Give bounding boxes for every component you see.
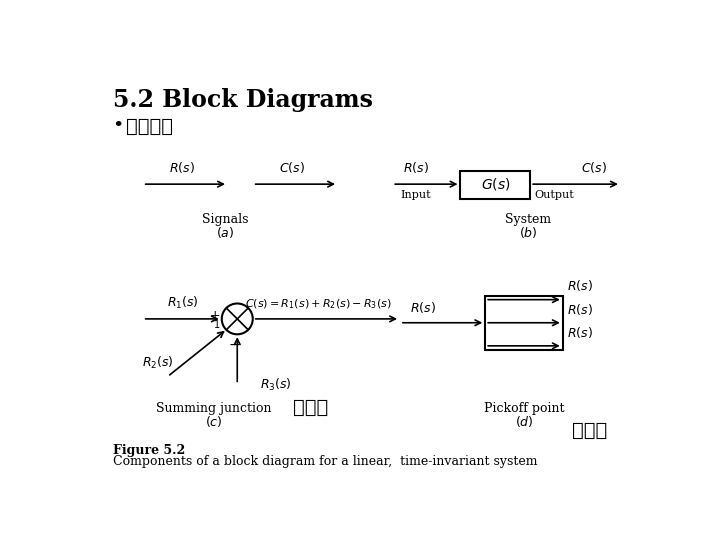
Text: $R(s)$: $R(s)$ bbox=[402, 160, 428, 175]
Text: Input: Input bbox=[400, 190, 431, 200]
Text: 1: 1 bbox=[214, 320, 220, 330]
Text: $(d)$: $(d)$ bbox=[515, 414, 534, 429]
Text: $(a)$: $(a)$ bbox=[217, 225, 235, 240]
Text: $G(s)$: $G(s)$ bbox=[480, 176, 510, 192]
Text: $(b)$: $(b)$ bbox=[518, 225, 537, 240]
Text: Summing junction: Summing junction bbox=[156, 402, 271, 415]
Text: $R(s)$: $R(s)$ bbox=[567, 325, 593, 340]
Text: $R(s)$: $R(s)$ bbox=[410, 300, 436, 315]
Text: Pickoff point: Pickoff point bbox=[484, 402, 564, 415]
Text: $R_3(s)$: $R_3(s)$ bbox=[261, 377, 292, 393]
Text: +: + bbox=[210, 308, 220, 321]
Text: 符號介紹: 符號介紹 bbox=[126, 117, 173, 136]
Text: System: System bbox=[505, 213, 551, 226]
Text: $C(s) = R_1(s) + R_2(s) - R_3(s)$: $C(s) = R_1(s) + R_2(s) - R_3(s)$ bbox=[246, 298, 392, 311]
Text: •: • bbox=[112, 117, 123, 135]
Bar bbox=[485, 296, 563, 350]
Bar bbox=[461, 171, 530, 199]
Text: $R_2(s)$: $R_2(s)$ bbox=[143, 355, 174, 372]
Text: Output: Output bbox=[534, 190, 574, 200]
Text: −: − bbox=[228, 338, 240, 352]
Text: 捨取點: 捨取點 bbox=[572, 421, 608, 440]
Text: $R(s)$: $R(s)$ bbox=[567, 301, 593, 316]
Text: Signals: Signals bbox=[202, 213, 249, 226]
Circle shape bbox=[222, 303, 253, 334]
Text: $C(s)$: $C(s)$ bbox=[279, 160, 305, 175]
Text: 加法器: 加法器 bbox=[293, 398, 328, 417]
Text: $R(s)$: $R(s)$ bbox=[567, 279, 593, 294]
Text: $C(s)$: $C(s)$ bbox=[581, 160, 607, 175]
Text: Components of a block diagram for a linear,  time-invariant system: Components of a block diagram for a line… bbox=[113, 455, 538, 468]
Text: 5.2 Block Diagrams: 5.2 Block Diagrams bbox=[113, 88, 373, 112]
Text: Figure 5.2: Figure 5.2 bbox=[113, 444, 186, 457]
Text: $(c)$: $(c)$ bbox=[205, 414, 222, 429]
Text: $R_1(s)$: $R_1(s)$ bbox=[167, 295, 199, 311]
Text: $R(s)$: $R(s)$ bbox=[168, 160, 194, 175]
